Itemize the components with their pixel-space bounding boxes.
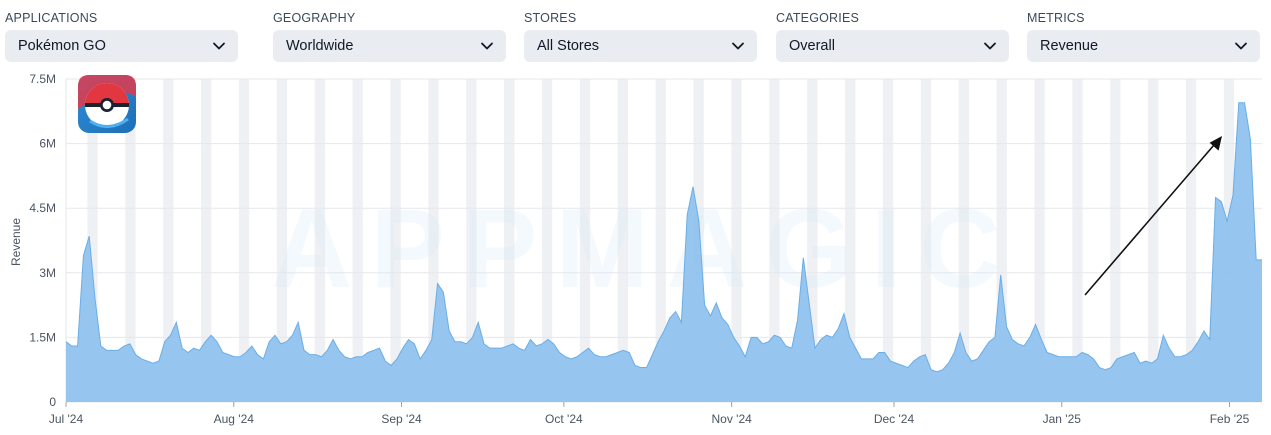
weekend-band: [504, 79, 515, 402]
x-tick-label: Nov '24: [711, 412, 752, 426]
weekend-band: [466, 79, 477, 402]
weekend-band: [1072, 79, 1083, 402]
y-tick-label: 7.5M: [29, 72, 56, 86]
chevron-down-icon: [732, 42, 744, 50]
weekend-band: [996, 79, 1007, 402]
weekend-band: [882, 79, 894, 402]
weekend-band: [1034, 79, 1045, 402]
pokemon-go-app-icon: [78, 75, 136, 133]
weekend-band: [579, 79, 591, 402]
trend-arrowhead: [1209, 136, 1222, 151]
weekend-band: [807, 79, 818, 402]
weekend-band: [1185, 79, 1197, 402]
dropdown-value: Worldwide: [286, 38, 354, 54]
filter-applications: APPLICATIONS Pokémon GO: [5, 10, 238, 62]
x-tick-label: Jul '24: [49, 412, 84, 426]
weekend-band: [920, 79, 932, 402]
filter-label: METRICS: [1027, 11, 1085, 25]
weekend-band: [390, 79, 401, 402]
x-tick-label: Oct '24: [545, 412, 583, 426]
weekend-band: [845, 79, 856, 402]
y-axis-label: Revenue: [9, 218, 23, 266]
weekend-band: [769, 79, 780, 402]
weekend-band: [655, 79, 666, 402]
filter-categories: CATEGORIES Overall: [776, 10, 1009, 62]
watermark: APPMAGIC: [271, 186, 1019, 311]
x-tick-label: Dec '24: [874, 412, 915, 426]
chevron-down-icon: [1235, 42, 1247, 50]
weekend-band: [541, 79, 553, 402]
weekend-band: [1110, 79, 1121, 402]
applications-dropdown[interactable]: Pokémon GO: [5, 30, 238, 62]
stores-dropdown[interactable]: All Stores: [524, 30, 757, 62]
weekend-band: [276, 79, 288, 402]
weekend-band: [87, 79, 98, 402]
x-tick-label: Sep '24: [381, 412, 422, 426]
weekend-band: [1148, 79, 1159, 402]
filter-stores: STORES All Stores: [524, 10, 757, 62]
area-series: [65, 102, 1262, 402]
filter-label: CATEGORIES: [776, 11, 860, 25]
x-axis-ticks: Jul '24 Aug '24 Sep '24 Oct '24 Nov '24 Dec '…: [49, 402, 1250, 426]
weekend-band: [163, 79, 174, 402]
revenue-area: [66, 102, 1262, 402]
y-tick-label: 3M: [39, 266, 56, 280]
geography-dropdown[interactable]: Worldwide: [273, 30, 506, 62]
chevron-down-icon: [213, 42, 225, 50]
chevron-down-icon: [984, 42, 996, 50]
filter-geography: GEOGRAPHY Worldwide: [273, 10, 506, 62]
y-tick-label: 4.5M: [29, 201, 56, 215]
weekend-band: [352, 79, 363, 402]
weekend-band: [617, 79, 629, 402]
weekend-band: [125, 79, 136, 402]
dropdown-value: Pokémon GO: [18, 38, 106, 54]
revenue-chart: APPMAGIC 0 1.5M 3M 4.5M 6M 7.5M Jul '24 Aug '2…: [9, 72, 1262, 426]
weekend-band: [958, 79, 969, 402]
y-tick-label: 6M: [39, 137, 56, 151]
dropdown-value: Revenue: [1040, 38, 1099, 54]
y-axis-ticks: 0 1.5M 3M 4.5M 6M 7.5M: [29, 72, 56, 409]
x-tick-label: Jan '25: [1043, 412, 1082, 426]
revenue-line: [65, 102, 1262, 373]
filter-label: APPLICATIONS: [5, 11, 98, 25]
filter-label: STORES: [524, 11, 577, 25]
x-tick-label: Feb '25: [1210, 412, 1250, 426]
dropdown-value: Overall: [789, 38, 835, 54]
y-tick-label: 1.5M: [29, 330, 56, 344]
weekend-band: [238, 79, 250, 402]
weekend-band: [201, 79, 212, 402]
dropdown-value: All Stores: [537, 38, 600, 54]
trend-arrow: [1084, 144, 1215, 296]
categories-dropdown[interactable]: Overall: [776, 30, 1009, 62]
filter-label: GEOGRAPHY: [273, 11, 356, 25]
weekend-band: [314, 79, 325, 402]
filter-metrics: METRICS Revenue: [1027, 10, 1260, 62]
weekend-band: [428, 79, 439, 402]
chevron-down-icon: [481, 42, 493, 50]
x-tick-label: Aug '24: [214, 412, 255, 426]
filter-bar: APPLICATIONS Pokémon GO GEOGRAPHY Worldw…: [0, 0, 1271, 66]
weekend-band: [731, 79, 742, 402]
y-tick-label: 0: [49, 395, 56, 409]
metrics-dropdown[interactable]: Revenue: [1027, 30, 1260, 62]
